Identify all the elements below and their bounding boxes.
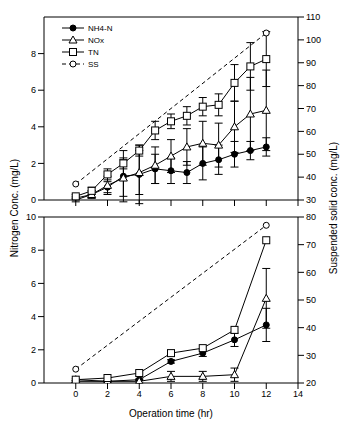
svg-text:NOx: NOx <box>88 36 104 45</box>
svg-text:40: 40 <box>306 323 316 333</box>
svg-text:30: 30 <box>306 195 316 205</box>
svg-text:0: 0 <box>31 378 36 388</box>
svg-text:0: 0 <box>73 389 78 399</box>
svg-text:6: 6 <box>31 85 36 95</box>
svg-text:NH4-N: NH4-N <box>88 24 113 33</box>
svg-text:80: 80 <box>306 212 316 222</box>
svg-text:2: 2 <box>31 159 36 169</box>
svg-text:80: 80 <box>306 81 316 91</box>
svg-text:6: 6 <box>31 279 36 289</box>
svg-text:60: 60 <box>306 127 316 137</box>
svg-text:4: 4 <box>137 389 142 399</box>
svg-text:Operation time (hr): Operation time (hr) <box>129 408 213 419</box>
svg-text:10: 10 <box>229 389 239 399</box>
svg-text:70: 70 <box>306 104 316 114</box>
svg-text:110: 110 <box>306 12 320 22</box>
svg-text:30: 30 <box>306 351 316 361</box>
svg-text:8: 8 <box>31 245 36 255</box>
svg-text:0: 0 <box>31 195 36 205</box>
svg-text:2: 2 <box>105 389 110 399</box>
svg-text:10: 10 <box>26 212 36 222</box>
svg-text:60: 60 <box>306 268 316 278</box>
svg-text:SS: SS <box>88 60 99 69</box>
svg-text:12: 12 <box>261 389 271 399</box>
html-text:Nitrogen Conc. (mg/L): Nitrogen Conc. (mg/L) <box>8 158 20 258</box>
svg-text:8: 8 <box>200 389 205 399</box>
svg-text:70: 70 <box>306 240 316 250</box>
svg-text:20: 20 <box>306 378 316 388</box>
html-text:Suspended solid conc. (mg/L): Suspended solid conc. (mg/L) <box>327 141 339 275</box>
svg-text:6: 6 <box>168 389 173 399</box>
svg-text:TN: TN <box>88 48 99 57</box>
svg-text:50: 50 <box>306 295 316 305</box>
svg-text:40: 40 <box>306 172 316 182</box>
svg-text:14: 14 <box>293 389 303 399</box>
svg-text:4: 4 <box>31 122 36 132</box>
svg-text:90: 90 <box>306 58 316 68</box>
svg-text:4: 4 <box>31 312 36 322</box>
svg-text:8: 8 <box>31 49 36 59</box>
svg-text:50: 50 <box>306 149 316 159</box>
svg-text:2: 2 <box>31 345 36 355</box>
svg-text:100: 100 <box>306 35 321 45</box>
